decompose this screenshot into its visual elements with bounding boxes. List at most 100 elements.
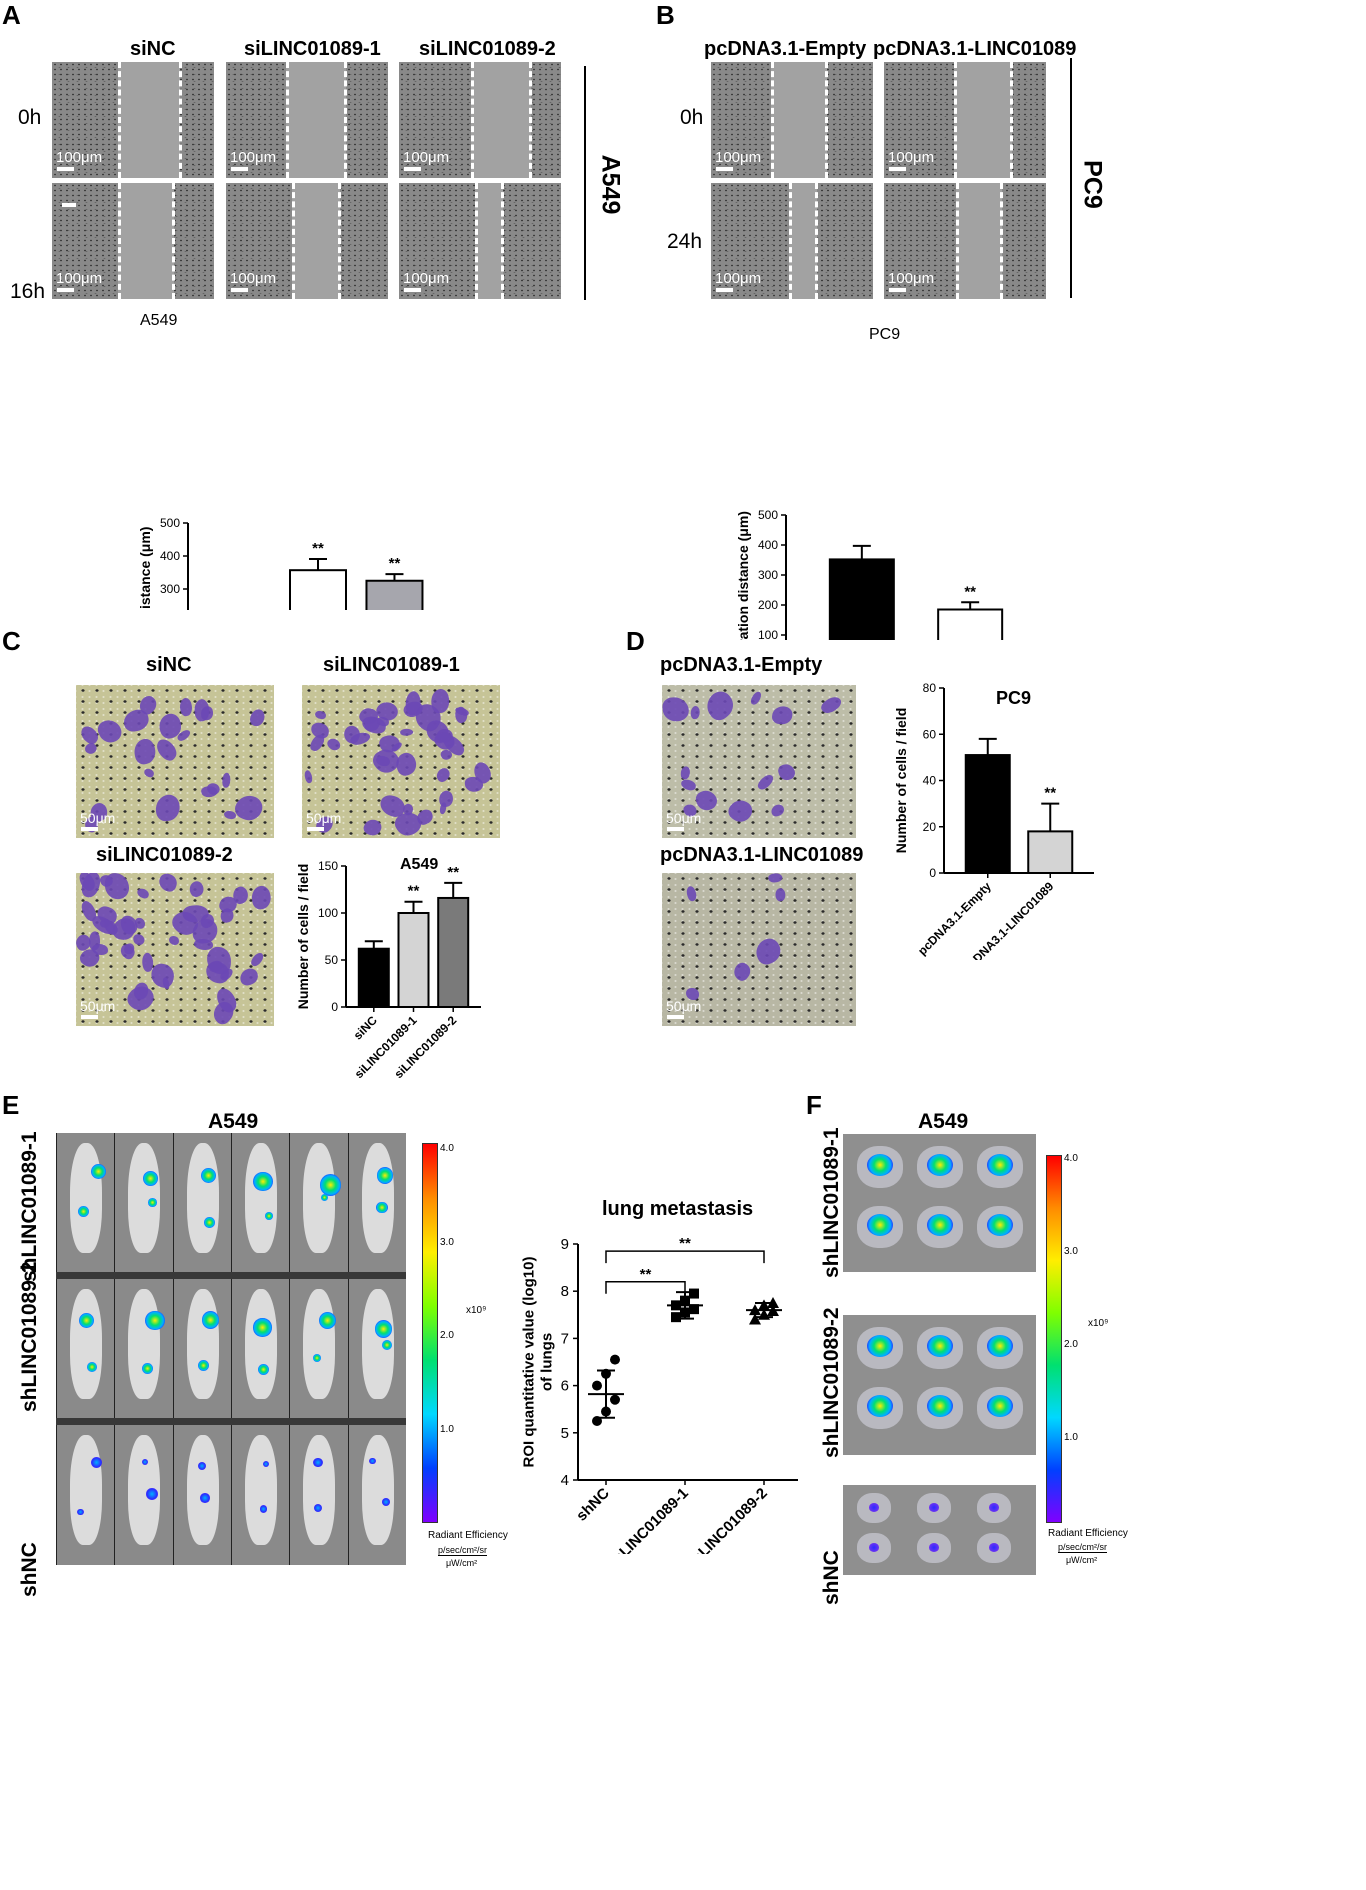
bioluminescence-signal [927,1154,953,1177]
mouse-image [230,1133,290,1272]
y-axis-label: Number of cells / field [893,708,909,853]
bioluminescence-signal [989,1543,999,1552]
stained-cell [679,777,698,791]
mouse-image [56,1133,115,1272]
mouse-image [56,1279,115,1418]
data-point [671,1312,681,1323]
scale-text: 100μm [715,270,762,287]
bioluminescence-signal [148,1198,157,1207]
data-point [749,1313,761,1325]
bar [365,579,424,610]
panel-label-b: B [656,0,675,30]
y-tick-label: 80 [923,681,937,695]
mouse-image [172,1279,232,1418]
stained-cell [303,769,314,784]
bioluminescence-signal [257,1363,270,1376]
y-tick-label: 500 [758,508,778,522]
lung-image [857,1327,903,1369]
scale-text: 100μm [715,149,762,166]
x-tick-label: shNC [573,1485,613,1525]
data-point [610,1394,620,1405]
condition-title-empty: pcDNA3.1-Empty [704,38,867,60]
scratch-image-b-empty-24h: 100μm [711,183,873,299]
bar [357,947,390,1008]
bioluminescence-signal [929,1503,939,1512]
colorbar-e-tick-1: 1.0 [440,1424,454,1435]
stained-cell [156,873,179,893]
bioluminescence-signal [77,1205,89,1217]
y-tick-label: 0 [331,1000,338,1014]
bioluminescence-signal [320,1193,328,1201]
significance-label: ** [640,1266,652,1283]
bioluminescence-signal [313,1457,323,1468]
divider-a [584,66,586,300]
mouse-body [186,1289,219,1399]
y-tick-label: 40 [923,774,937,788]
y-tick-label: 200 [758,598,778,612]
bioluminescence-signal [381,1340,392,1351]
bioluminescence-signal [989,1503,999,1512]
bar [964,754,1011,874]
bioluminescence-signal [78,1312,95,1328]
chart-d: 020406080pcDNA3.1-Empty**pcDNA3.1-LINC01… [893,681,1094,960]
scratch-image-a-silinc2-16h: 100μm [399,183,561,299]
mouse-body [70,1143,102,1253]
mouse-body [186,1435,219,1545]
mouse-body [128,1143,161,1253]
scale-text: 100μm [888,149,935,166]
chart-b: 0100200300400500pcDNA3.1-Empty**pcDNA3.1… [735,508,1004,640]
y-axis-label: Number of cells / field [296,864,311,1009]
stained-cell [199,784,218,799]
bioluminescence-signal [381,1498,390,1506]
bioluminescence-signal [319,1174,342,1196]
panel-label-e: E [2,1090,20,1120]
stained-cell [249,951,265,969]
y-tick-label: 150 [318,859,338,873]
transwell-title-sinc: siNC [146,654,192,676]
f-group-label-3: shNC [820,1550,843,1605]
data-point [689,1304,699,1315]
stained-cell [131,737,158,767]
bioluminescence-signal [145,1487,158,1500]
chart-c: 050100150siNC**siLINC01089-1**siLINC0108… [296,859,481,1081]
bar [937,608,1004,640]
transwell-title-silinc2: siLINC01089-2 [96,844,233,866]
stained-cell [726,795,757,826]
mouse-body [303,1289,336,1399]
bioluminescence-signal [987,1214,1013,1237]
e-title: A549 [208,1110,259,1133]
data-point [689,1288,699,1299]
scratch-image-a-sinc-16h: 100μm [52,183,214,299]
significance-bracket [605,1281,686,1294]
stained-cell [774,886,787,903]
y-tick-label: 300 [758,568,778,582]
significance-label: ** [389,555,401,572]
panel-label-c: C [2,626,21,656]
mouse-image [230,1279,290,1418]
y-axis-label: Migration distance (μm) [735,511,751,640]
lung-image [977,1327,1023,1369]
bioluminescence-signal [376,1201,388,1213]
cell-line-label-a: A549 [596,154,625,215]
significance-label: ** [447,864,459,881]
stained-cell [819,693,844,716]
bioluminescence-signal [987,1335,1013,1358]
bioluminescence-signal [141,1458,149,1465]
bioluminescence-signal [90,1163,106,1180]
stained-cell [200,706,214,721]
scale-text: 100μm [403,270,450,287]
stained-cell [680,765,691,779]
lung-panel-shlinc1 [843,1134,1036,1272]
bioluminescence-signal [200,1167,217,1184]
mouse-body [244,1289,277,1399]
significance-label: ** [679,1235,691,1252]
scale-text: 100μm [56,149,103,166]
mouse-body [361,1435,394,1545]
scratch-image-b-empty-0h: 100μm [711,62,873,178]
lung-image [917,1206,963,1248]
y-tick-label: 50 [325,953,339,967]
significance-label: ** [312,540,324,557]
stained-cell [223,810,236,820]
y-tick-label: 60 [923,727,937,741]
scale-text: 100μm [230,149,277,166]
